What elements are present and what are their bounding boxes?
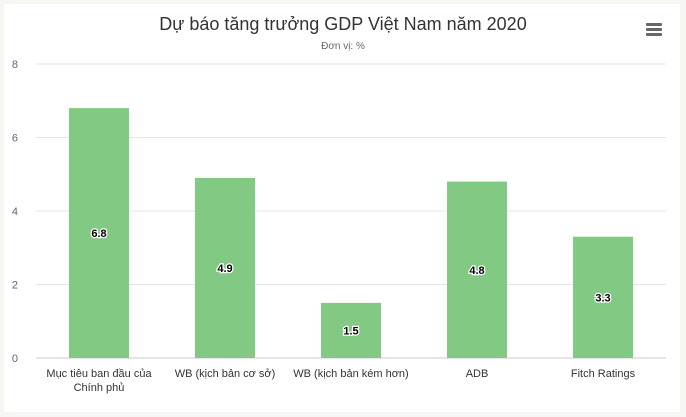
y-tick-label: 2 xyxy=(12,280,18,292)
data-label: 4.9 xyxy=(217,263,232,275)
bar xyxy=(321,302,381,358)
data-label: 4.8 xyxy=(469,265,484,277)
bar xyxy=(195,177,255,358)
y-tick-label: 6 xyxy=(12,133,18,145)
data-label: 6.8 xyxy=(91,228,106,240)
hamburger-menu-icon[interactable] xyxy=(640,18,668,42)
x-tick-label: Mục tiêu ban đầu của xyxy=(46,368,152,380)
x-tick-label: Chính phủ xyxy=(74,382,125,394)
data-label: 1.5 xyxy=(343,325,358,337)
y-tick-label: 8 xyxy=(12,59,18,71)
bar xyxy=(573,236,633,358)
bar xyxy=(447,181,507,358)
chart-subtitle: Đơn vị: % xyxy=(321,41,365,52)
y-tick-label: 4 xyxy=(12,206,18,218)
y-tick-label: 0 xyxy=(12,353,18,365)
bar xyxy=(69,108,129,358)
x-tick-label: Fitch Ratings xyxy=(571,368,636,380)
x-tick-label: WB (kịch bản kém hơn) xyxy=(293,368,408,380)
chart-title: Dự báo tăng trưởng GDP Việt Nam năm 2020 xyxy=(159,14,527,34)
x-tick-label: WB (kịch bản cơ sở) xyxy=(175,368,276,380)
data-label: 3.3 xyxy=(595,292,610,304)
x-tick-label: ADB xyxy=(466,368,489,380)
